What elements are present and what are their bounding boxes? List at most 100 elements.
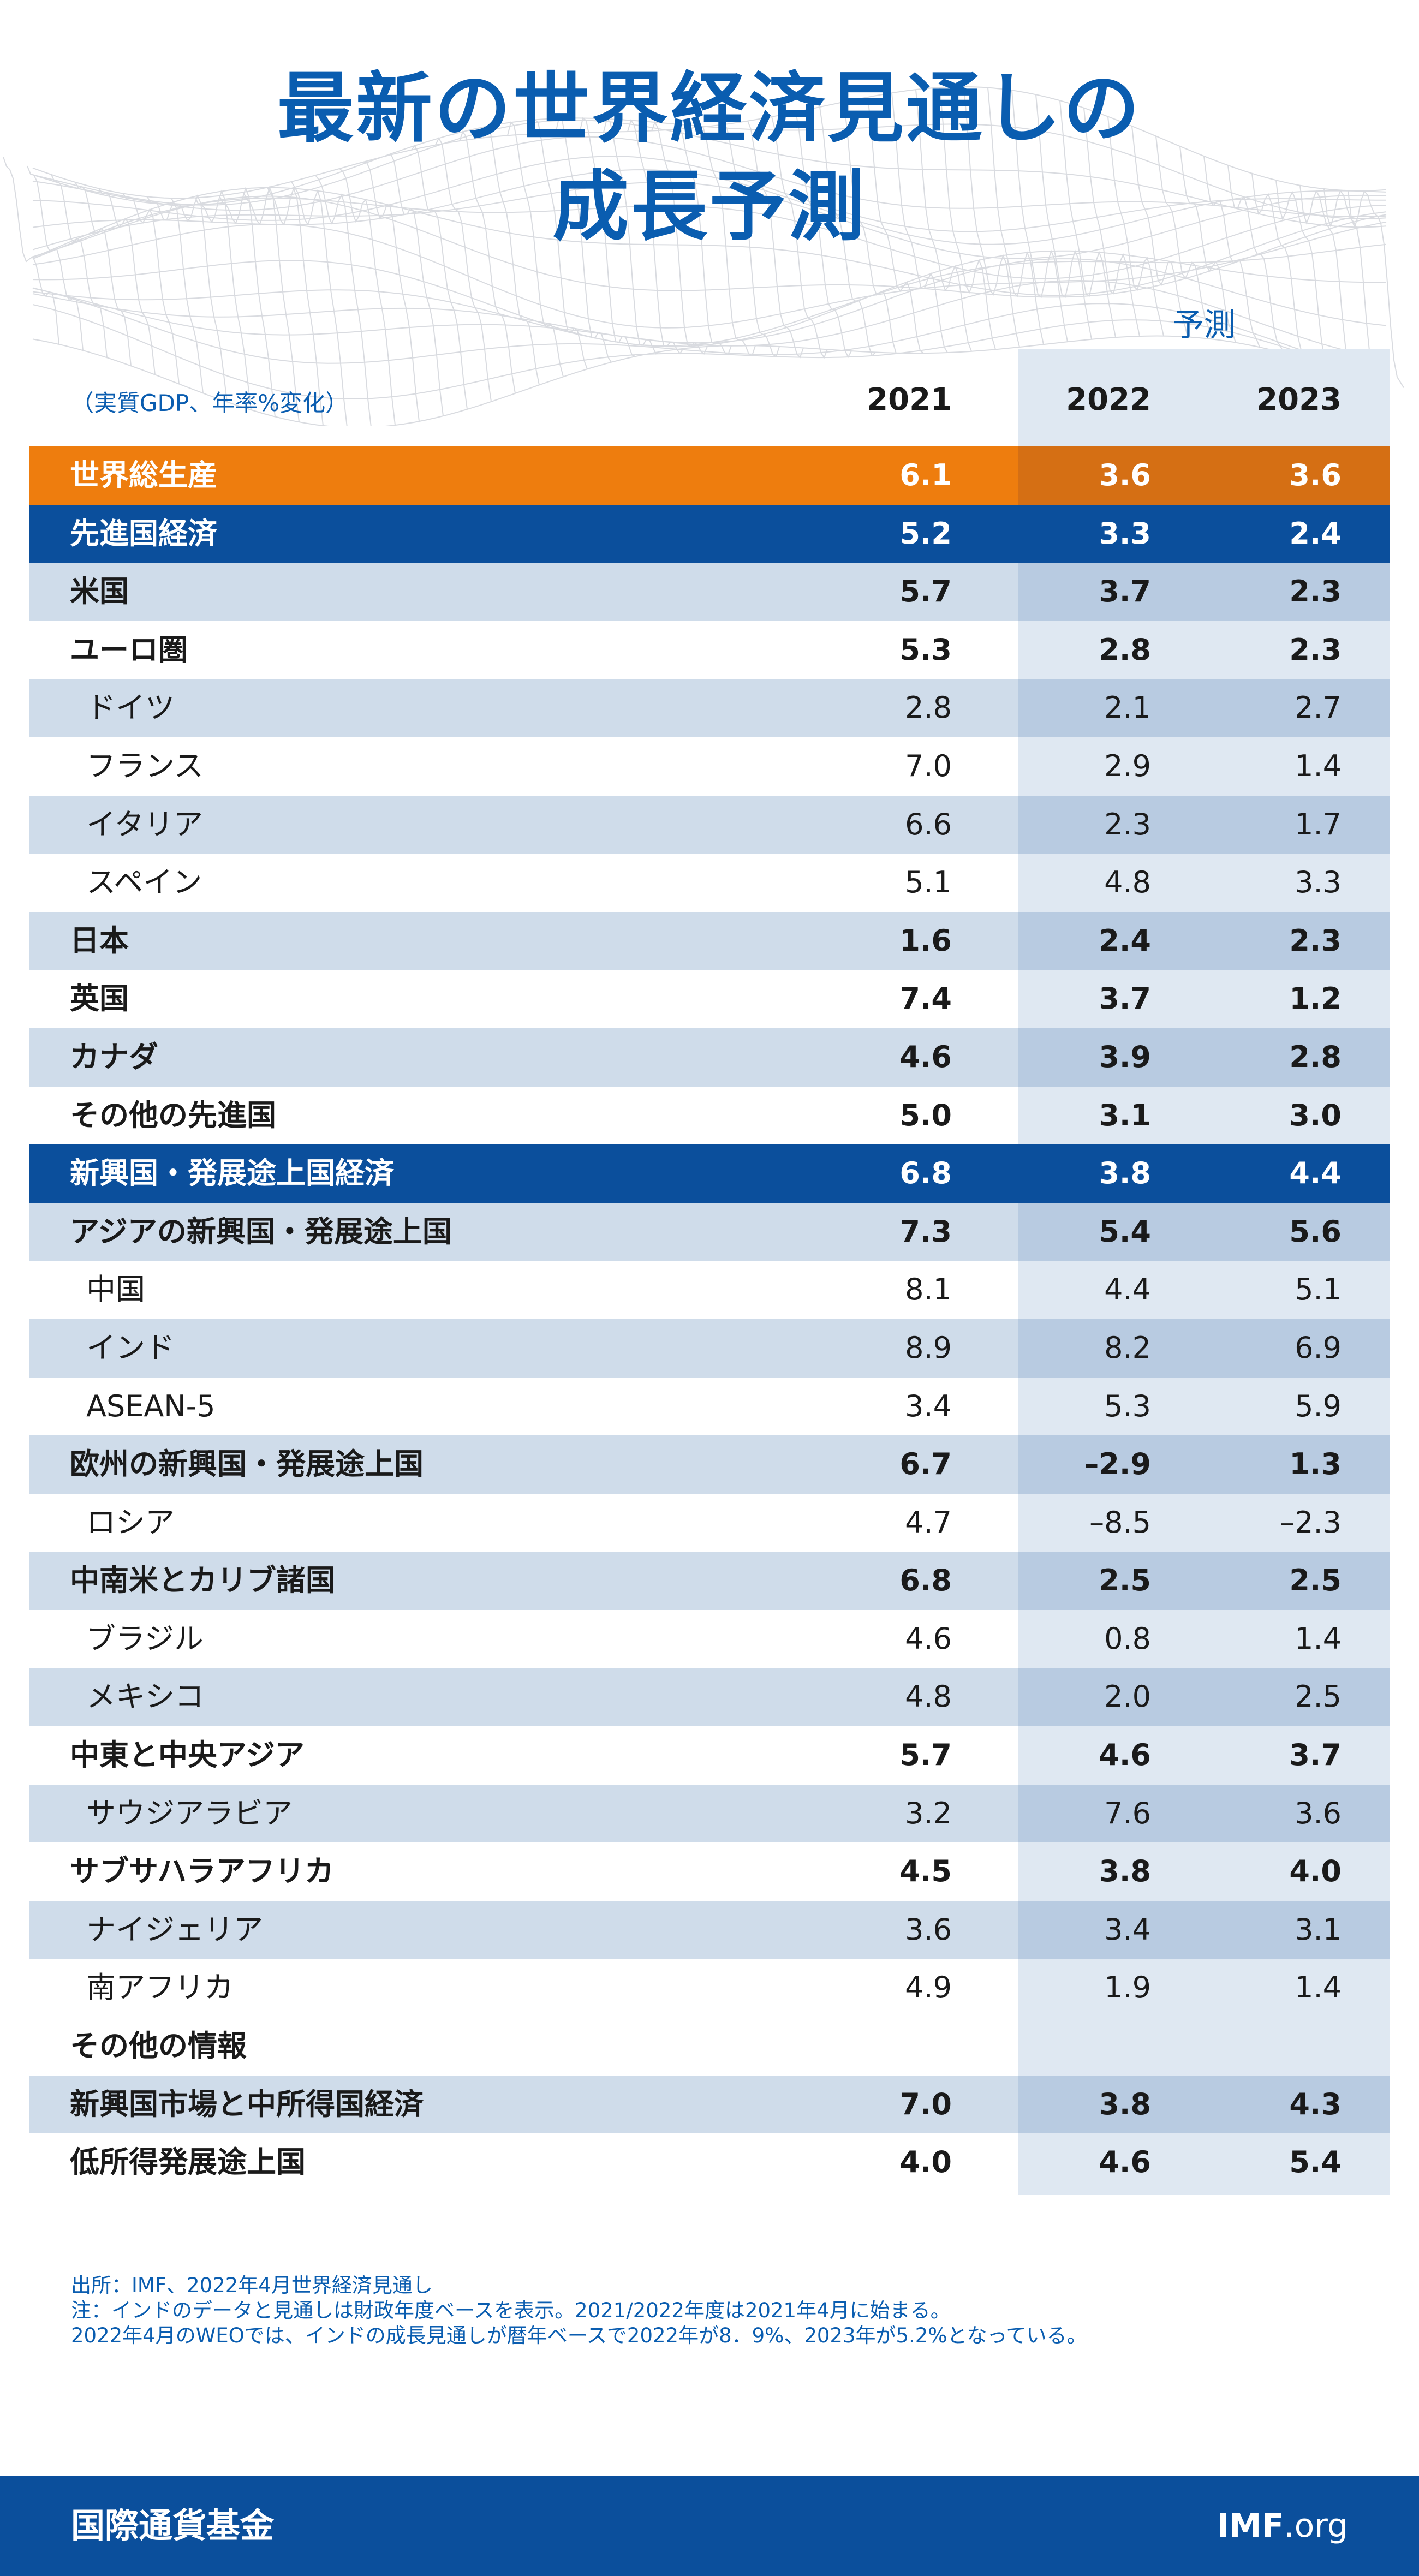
forecast-cell-shade [1018, 795, 1390, 854]
value-2023: 2.5 [1289, 1563, 1342, 1598]
value-2023: 2.8 [1289, 1039, 1342, 1074]
footer-org-name: 国際通貨基金 [71, 2506, 275, 2545]
wave-line [1348, 190, 1404, 388]
value-2022: 2.4 [1099, 923, 1151, 958]
value-2022: 4.6 [1099, 1738, 1151, 1773]
wave-line [771, 116, 828, 359]
wave-line [483, 125, 540, 385]
value-2022: 2.0 [1104, 1679, 1151, 1714]
value-2023: 5.6 [1289, 1214, 1342, 1249]
wave-line [32, 156, 1386, 232]
wave-line [32, 120, 1387, 228]
wave-mesh-background [3, 86, 1404, 426]
table-row: ナイジェリア 3.6 3.4 3.1 [29, 1900, 1390, 1959]
value-2023: 4.3 [1289, 2086, 1342, 2121]
wave-line [411, 145, 468, 410]
note-line-1: 注：インドのデータと見通しは財政年度ベースを表示。2021/2022年度は202… [71, 2299, 951, 2322]
wave-line [219, 187, 276, 417]
wave-line [363, 161, 420, 422]
value-2022: 3.7 [1099, 574, 1151, 609]
wave-line [1251, 173, 1308, 360]
wave-line [1131, 126, 1188, 337]
row-label: スペイン [86, 865, 202, 900]
wave-line [171, 194, 228, 402]
value-2022: 1.9 [1104, 1970, 1151, 2005]
forecast-column-background [1018, 349, 1390, 2195]
forecast-cell-shade [1018, 1668, 1390, 1727]
row-label: 中国 [86, 1272, 145, 1307]
wave-line [3, 156, 59, 344]
value-2021: 2.8 [905, 690, 952, 725]
wave-line [32, 258, 1387, 344]
row-label: 日本 [70, 923, 129, 958]
wave-line [32, 187, 1387, 296]
row-label: 先進国経済 [70, 516, 217, 551]
wave-line [32, 287, 1387, 376]
value-2023: 6.9 [1295, 1330, 1342, 1365]
wave-line [1059, 100, 1116, 338]
table-row: ロシア 4.7 –8.5 –2.3 [29, 1494, 1390, 1552]
wave-line [195, 189, 252, 410]
value-2021: 6.7 [899, 1447, 952, 1482]
value-2021: 6.8 [899, 1156, 952, 1191]
wave-line [147, 196, 204, 393]
table-row: アジアの新興国・発展途上国 7.3 5.4 5.6 [29, 1202, 1390, 1261]
wave-line [32, 195, 1387, 298]
wave-line [891, 93, 948, 353]
value-2021: 6.6 [905, 807, 952, 842]
row-label: 新興国・発展途上国経済 [70, 1156, 394, 1191]
value-2023: 4.4 [1289, 1156, 1342, 1191]
row-label: ナイジェリア [86, 1912, 263, 1947]
value-2023: 3.3 [1295, 865, 1342, 900]
row-label: サブサハラアフリカ [70, 1854, 334, 1889]
note-line-2: 2022年4月のWEOでは、インドの成長見通しが暦年ベースで2022年が8．9%… [71, 2324, 1087, 2347]
value-2021: 3.2 [905, 1796, 952, 1830]
value-2023: 1.4 [1295, 1621, 1342, 1656]
value-2022: 3.3 [1099, 516, 1151, 551]
wave-line [579, 117, 636, 357]
footer-site-link[interactable]: IMF.org [1217, 2476, 1348, 2576]
value-2022: 0.8 [1104, 1621, 1151, 1656]
wave-line [32, 182, 1387, 259]
wave-line [1107, 116, 1164, 336]
page-title-line1: 最新の世界経済見通しの [277, 64, 1142, 153]
table-row: 低所得発展途上国 4.0 4.6 5.4 [29, 2133, 1390, 2192]
table-row: ASEAN-5 3.4 5.3 5.9 [29, 1378, 1390, 1436]
table-row: 中東と中央アジア 5.7 4.6 3.7 [29, 1726, 1390, 1785]
value-2021: 4.0 [899, 2145, 952, 2180]
value-2021: 7.3 [899, 1214, 952, 1249]
table-row: ユーロ圏 5.3 2.8 2.3 [29, 621, 1390, 679]
value-2023: 2.7 [1295, 690, 1342, 725]
value-2022: 5.4 [1099, 1214, 1151, 1249]
value-2023: 2.4 [1289, 516, 1342, 551]
table-row: サウジアラビア 3.2 7.6 3.6 [29, 1784, 1390, 1843]
wave-line [32, 86, 1387, 199]
value-2023: 3.7 [1289, 1738, 1342, 1773]
wave-line [99, 188, 156, 375]
wave-line [32, 279, 1387, 360]
value-2022: 4.8 [1104, 865, 1151, 900]
value-2022: 7.6 [1104, 1796, 1151, 1830]
forecast-cell-shade [1018, 911, 1390, 970]
value-2023: 1.4 [1295, 1970, 1342, 2005]
forecast-cell-shade [1018, 1319, 1390, 1378]
table-row: その他の先進国 5.0 3.1 3.0 [29, 1087, 1390, 1145]
row-label: ブラジル [86, 1621, 204, 1656]
value-2021: 8.9 [905, 1330, 952, 1365]
wave-line [459, 130, 516, 393]
row-label: 英国 [70, 981, 129, 1016]
value-2021: 4.6 [899, 1039, 952, 1074]
table-row: 新興国・発展途上国経済 6.8 3.8 4.4 [29, 1144, 1390, 1203]
value-2023: 3.6 [1289, 458, 1342, 492]
value-2023: 3.6 [1295, 1796, 1342, 1830]
wave-line [435, 137, 492, 402]
value-2023: 2.5 [1295, 1679, 1342, 1714]
value-2022: 2.8 [1099, 632, 1151, 667]
wave-line [699, 126, 756, 356]
wave-line [507, 121, 564, 377]
value-2023: 4.0 [1289, 1854, 1342, 1889]
value-2023: 2.3 [1289, 632, 1342, 667]
value-2021: 5.0 [899, 1098, 952, 1132]
wave-line [123, 193, 180, 384]
value-2021: 5.3 [899, 632, 952, 667]
